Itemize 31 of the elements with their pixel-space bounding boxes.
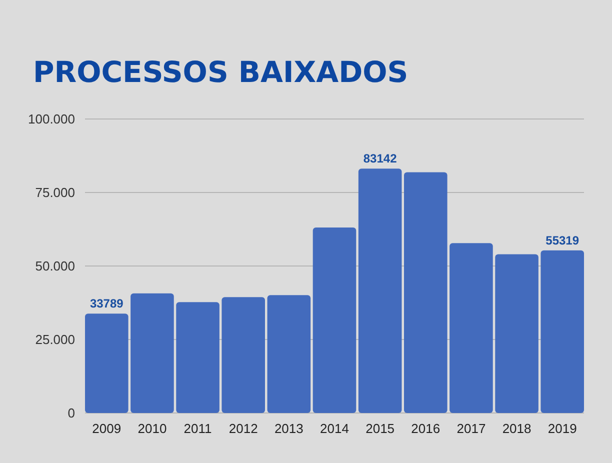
x-tick-label: 2015 — [366, 421, 395, 436]
bar — [176, 302, 220, 413]
x-tick-label: 2012 — [228, 421, 258, 436]
y-tick-label: 75.000 — [35, 185, 75, 200]
x-tick-label: 2009 — [92, 421, 122, 436]
chart-title: PROCESSOS BAIXADOS — [33, 55, 408, 89]
bar — [312, 227, 356, 413]
x-tick-label: 2017 — [456, 421, 486, 436]
y-tick-label: 50.000 — [35, 258, 75, 274]
bar — [358, 168, 402, 413]
bar — [130, 293, 174, 413]
x-tick-label: 2016 — [411, 421, 440, 436]
y-tick-label: 100.000 — [28, 112, 75, 127]
bar — [450, 243, 493, 413]
bar — [404, 172, 448, 413]
data-label: 33789 — [90, 296, 124, 311]
y-tick-label: 0 — [68, 406, 75, 421]
x-tick-label: 2013 — [274, 421, 304, 436]
data-label: 83142 — [363, 152, 398, 166]
x-tick-label: 2010 — [138, 421, 167, 436]
x-tick-label: 2011 — [184, 421, 212, 436]
data-label: 55319 — [546, 233, 580, 248]
bar — [85, 314, 128, 413]
bar — [495, 254, 538, 413]
bar — [222, 297, 266, 413]
y-tick-label: 25.000 — [35, 332, 75, 348]
x-tick-label: 2018 — [502, 421, 532, 436]
x-tick-label: 2019 — [548, 421, 577, 436]
x-tick-label: 2014 — [320, 421, 349, 436]
bar — [267, 295, 311, 413]
bar — [540, 250, 584, 413]
